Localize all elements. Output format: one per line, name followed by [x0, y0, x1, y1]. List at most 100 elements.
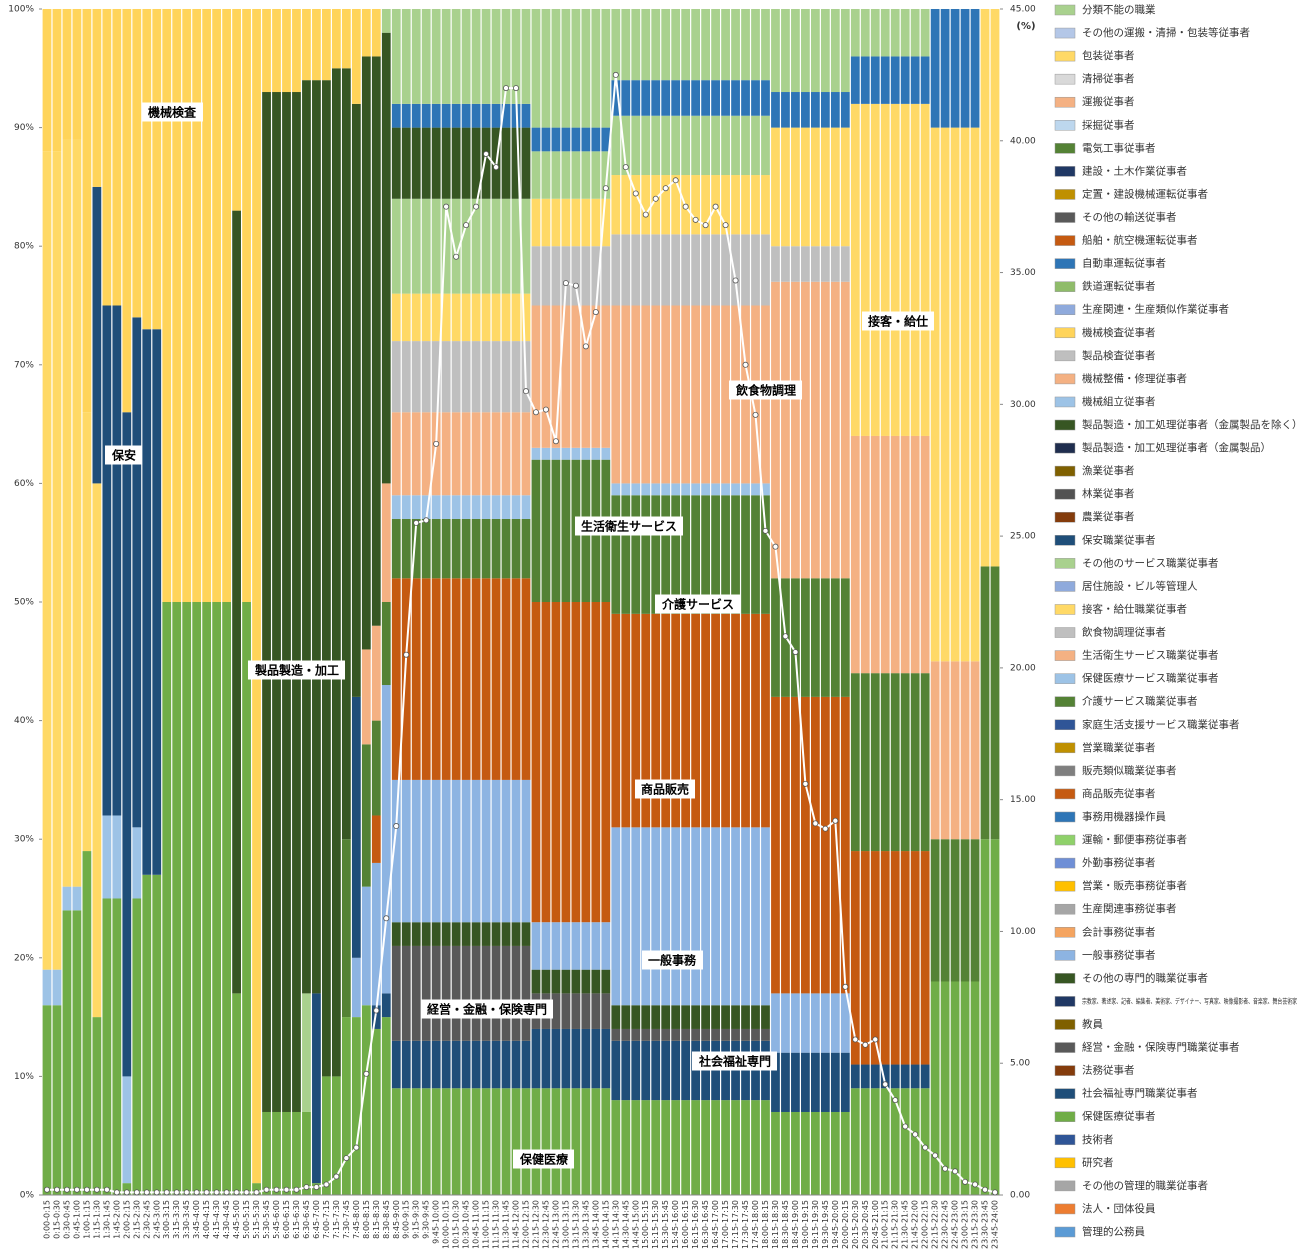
bar-segment	[481, 103, 491, 128]
bar-segment	[761, 9, 770, 81]
bar-segment	[940, 127, 950, 662]
bar-segment	[431, 495, 441, 519]
bar-segment	[691, 613, 701, 828]
bar-segment	[481, 518, 491, 579]
bar-segment	[351, 957, 361, 1018]
bar-segment	[830, 127, 840, 247]
bar-segment	[391, 198, 401, 294]
bar-segment	[651, 9, 661, 81]
bar-segment	[381, 483, 391, 602]
bar-segment	[701, 305, 711, 484]
bar-segment	[810, 993, 820, 1053]
bar-segment	[401, 518, 411, 579]
bar-segment	[42, 1005, 52, 1195]
bar-segment	[771, 246, 780, 282]
bar-segment	[591, 993, 601, 1029]
bar-segment	[371, 1028, 381, 1195]
bar-segment	[551, 127, 561, 152]
bar-segment	[880, 56, 890, 104]
bar-segment	[451, 495, 461, 519]
bar-segment	[132, 9, 142, 318]
bar-segment	[441, 198, 451, 294]
bar-segment	[431, 293, 441, 342]
bar-segment	[481, 293, 491, 342]
bar-segment	[771, 127, 780, 247]
bar-segment	[501, 412, 511, 496]
bar-segment	[900, 1088, 910, 1195]
bar-segment	[651, 80, 661, 116]
bar-segment	[741, 115, 750, 176]
bar-segment	[391, 1040, 401, 1089]
bar-segment	[361, 744, 371, 887]
bar-segment	[431, 922, 441, 946]
bar-segment	[910, 673, 920, 852]
bar-segment	[711, 1005, 720, 1029]
bar-segment	[361, 9, 371, 57]
bar-segment	[571, 9, 581, 128]
bar-segment	[431, 1088, 441, 1195]
bar-segment	[371, 625, 381, 721]
bar-segment	[671, 1005, 681, 1029]
bar-segment	[711, 305, 720, 484]
bar-segment	[611, 827, 621, 1006]
bar-segment	[501, 922, 511, 946]
bar-segment	[62, 139, 72, 887]
bar-segment	[481, 495, 491, 519]
bar-segment	[511, 1088, 521, 1195]
bar-segment	[461, 779, 471, 923]
bar-segment	[621, 1040, 631, 1101]
bar-segment	[501, 103, 511, 128]
bar-segment	[850, 56, 860, 104]
bar-segment	[940, 981, 950, 1195]
bar-segment	[541, 602, 551, 923]
bar-segment	[222, 602, 232, 1195]
bar-segment	[890, 851, 900, 1065]
bar-segment	[451, 945, 461, 1041]
bar-segment	[272, 1111, 281, 1195]
bar-segment	[771, 9, 780, 93]
bar-segment	[122, 1183, 132, 1195]
bar-segment	[601, 1028, 611, 1089]
bar-segment	[521, 945, 531, 1041]
bar-segment	[681, 305, 691, 484]
bar-segment	[591, 1088, 601, 1195]
bar-segment	[72, 139, 82, 887]
bar-segment	[601, 198, 611, 247]
bar-segment	[631, 9, 641, 81]
bar-segment	[381, 9, 391, 33]
bar-segment	[591, 447, 601, 460]
bar-segment	[521, 103, 531, 128]
bar-segment	[591, 922, 601, 970]
bar-segment	[591, 1028, 601, 1089]
bar-segment	[441, 945, 451, 1041]
bar-segment	[940, 839, 950, 982]
bar-segment	[561, 198, 571, 247]
bar-segment	[551, 993, 561, 1029]
bar-segment	[571, 922, 581, 970]
bar-segment	[771, 1052, 780, 1112]
bar-segment	[930, 661, 940, 840]
bar-segment	[870, 851, 880, 1065]
bar-segment	[661, 495, 671, 614]
bar-segment	[431, 578, 441, 780]
bar-segment	[361, 1005, 371, 1195]
bar-segment	[741, 234, 750, 306]
bar-segment	[791, 1111, 800, 1195]
bar-segment	[810, 696, 820, 994]
bar-segment	[441, 922, 451, 946]
bar-segment	[701, 1005, 711, 1029]
bar-segment	[721, 1100, 730, 1195]
bar-segment	[801, 92, 810, 128]
bar-segment	[631, 827, 641, 1006]
bar-segment	[910, 9, 920, 57]
bar-segment	[651, 115, 661, 176]
bar-segment	[651, 1040, 661, 1101]
bar-segment	[860, 56, 870, 104]
bar-segment	[92, 483, 102, 1018]
bar-segment	[801, 578, 810, 697]
bar-segment	[361, 56, 371, 650]
bar-segment	[551, 151, 561, 199]
bar-segment	[691, 1100, 701, 1195]
bar-segment	[511, 9, 521, 104]
bar-segment	[751, 9, 760, 81]
